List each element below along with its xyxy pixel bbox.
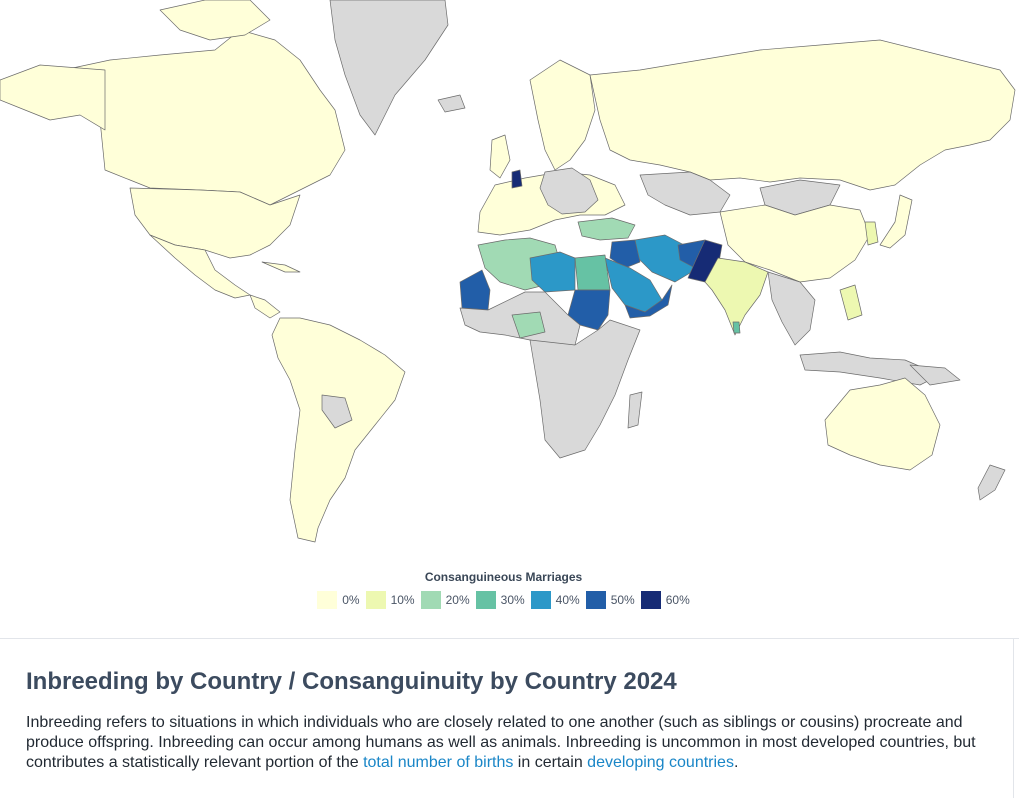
region-alaska[interactable] bbox=[0, 64, 106, 131]
region-greenland[interactable] bbox=[329, 0, 449, 136]
legend-swatch bbox=[365, 591, 386, 609]
legend-item[interactable]: 60% bbox=[640, 591, 690, 609]
legend-swatch bbox=[640, 591, 661, 609]
article-paragraph: Inbreeding refers to situations in which… bbox=[26, 713, 986, 773]
legend-item[interactable]: 40% bbox=[530, 591, 580, 609]
total-births-link[interactable]: total number of births bbox=[363, 754, 514, 771]
region-turkey[interactable] bbox=[577, 217, 636, 241]
legend-title: Consanguineous Marriages bbox=[424, 570, 583, 584]
map-legend: Consanguineous Marriages 0% 10% 20% 30% 40% 5… bbox=[0, 570, 1007, 614]
region-bolivia-gray[interactable] bbox=[321, 394, 353, 429]
region-uk[interactable] bbox=[489, 134, 511, 179]
region-japan[interactable] bbox=[879, 194, 913, 249]
region-yemen-oman[interactable] bbox=[624, 284, 673, 319]
region-europe-gray[interactable] bbox=[539, 167, 599, 215]
legend-swatch bbox=[530, 591, 551, 609]
region-nigeria[interactable] bbox=[511, 311, 546, 339]
article-title: Inbreeding by Country / Consanguinuity b… bbox=[26, 668, 677, 695]
legend-label: 20% bbox=[445, 593, 470, 607]
legend-item[interactable]: 0% bbox=[317, 591, 360, 609]
legend-label: 10% bbox=[390, 593, 415, 607]
legend-label: 30% bbox=[500, 593, 525, 607]
region-south-america[interactable] bbox=[271, 317, 406, 543]
region-philippines[interactable] bbox=[839, 284, 863, 321]
legend-item[interactable]: 20% bbox=[420, 591, 470, 609]
legend-item[interactable]: 30% bbox=[475, 591, 525, 609]
region-cuba[interactable] bbox=[261, 261, 301, 273]
region-india[interactable] bbox=[704, 257, 769, 336]
article-section: Inbreeding by Country / Consanguinuity b… bbox=[26, 668, 986, 773]
region-central-south-africa[interactable] bbox=[529, 319, 641, 459]
paragraph-text-2: in certain bbox=[513, 754, 588, 771]
legend-item[interactable]: 10% bbox=[365, 591, 415, 609]
paragraph-text: Inbreeding refers to situations in which… bbox=[26, 714, 976, 771]
developing-countries-link[interactable]: developing countries bbox=[587, 754, 734, 771]
legend-label: 0% bbox=[342, 593, 360, 607]
divider bbox=[0, 638, 1019, 639]
region-australia[interactable] bbox=[824, 377, 941, 471]
legend-swatch bbox=[420, 591, 441, 609]
region-arctic-islands[interactable] bbox=[159, 0, 271, 41]
region-scandinavia[interactable] bbox=[529, 59, 596, 171]
legend-swatch bbox=[475, 591, 496, 609]
legend-items: 0% 10% 20% 30% 40% 50% 60% bbox=[317, 591, 690, 609]
legend-swatch bbox=[585, 591, 606, 609]
legend-item[interactable]: 50% bbox=[585, 591, 635, 609]
world-choropleth-map[interactable] bbox=[0, 0, 1019, 560]
region-sri-lanka[interactable] bbox=[732, 321, 741, 334]
region-papua[interactable] bbox=[909, 364, 961, 386]
region-egypt[interactable] bbox=[574, 254, 611, 291]
region-iraq[interactable] bbox=[609, 239, 641, 269]
region-mauritania[interactable] bbox=[459, 269, 491, 311]
region-central-america[interactable] bbox=[249, 294, 281, 319]
legend-label: 60% bbox=[665, 593, 690, 607]
region-new-zealand[interactable] bbox=[977, 464, 1006, 501]
legend-label: 50% bbox=[610, 593, 635, 607]
region-southeast-asia[interactable] bbox=[767, 271, 816, 346]
legend-label: 40% bbox=[555, 593, 580, 607]
region-canada[interactable] bbox=[39, 29, 346, 206]
divider-vertical bbox=[1013, 638, 1014, 798]
region-iceland[interactable] bbox=[437, 94, 466, 113]
region-belgium-netherlands[interactable] bbox=[511, 169, 523, 189]
region-korea[interactable] bbox=[864, 221, 879, 246]
region-madagascar[interactable] bbox=[627, 391, 643, 429]
region-russia[interactable] bbox=[589, 39, 1016, 191]
paragraph-end: . bbox=[733, 754, 739, 771]
legend-swatch bbox=[317, 591, 338, 609]
